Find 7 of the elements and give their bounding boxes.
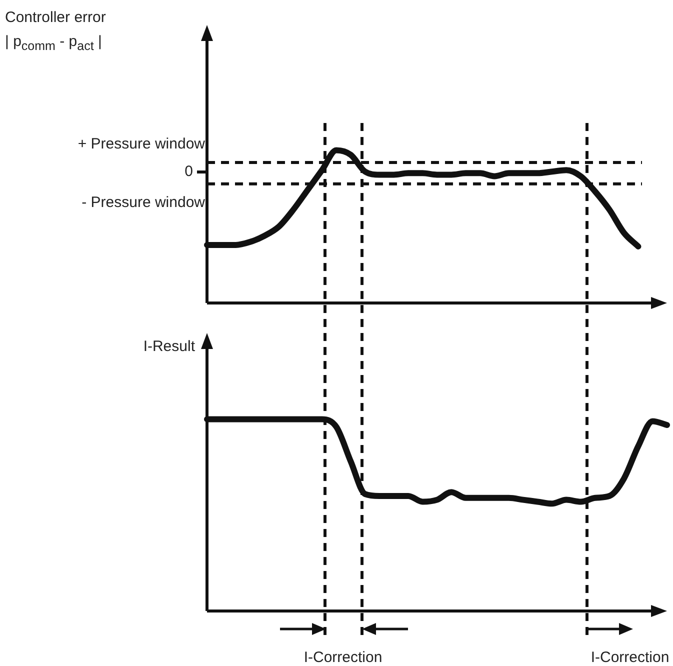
text: 0 <box>184 163 193 180</box>
ref-line-label: - Pressure window <box>82 194 206 211</box>
y-axis-title: I-Result <box>143 337 195 357</box>
y-axis-title: Controller error | p$_{comm}$ - p$_{act}$ | <box>5 8 106 55</box>
text: I-Correction <box>304 649 382 666</box>
ref-line-label: + Pressure window <box>78 135 206 152</box>
text: I-Correction <box>590 649 670 666</box>
